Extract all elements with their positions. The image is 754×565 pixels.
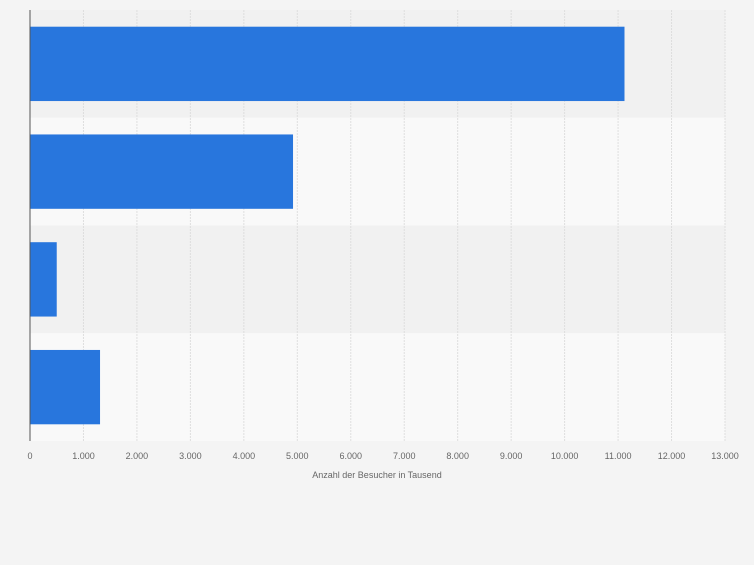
row-band-4: [30, 333, 725, 441]
x-tick-label: 11.000: [605, 451, 632, 461]
bar-1: [30, 26, 625, 102]
x-tick-label: 13.000: [711, 451, 739, 461]
bar-3: [30, 242, 57, 317]
x-tick-label: 9.000: [500, 451, 523, 461]
x-axis-title: Anzahl der Besucher in Tausend: [312, 470, 441, 480]
bar-4: [30, 349, 101, 425]
x-tick-label: 12.000: [658, 451, 686, 461]
bar-2: [30, 134, 294, 209]
bars: [30, 26, 625, 425]
x-tick-label: 4.000: [233, 451, 256, 461]
x-tick-labels: 0 1.000 2.000 3.000 4.000 5.000 6.000 7.000 8.00…: [27, 451, 738, 461]
x-tick-label: 6.000: [340, 451, 363, 461]
x-tick-label: 3.000: [179, 451, 202, 461]
x-tick-label: 7.000: [393, 451, 416, 461]
x-tick-label: 2.000: [126, 451, 149, 461]
x-tick-label: 5.000: [286, 451, 309, 461]
x-tick-label: 1.000: [72, 451, 95, 461]
x-tick-label: 10.000: [551, 451, 579, 461]
x-tick-label: 8.000: [446, 451, 469, 461]
row-band-3: [30, 225, 725, 334]
x-tick-label: 0: [27, 451, 32, 461]
